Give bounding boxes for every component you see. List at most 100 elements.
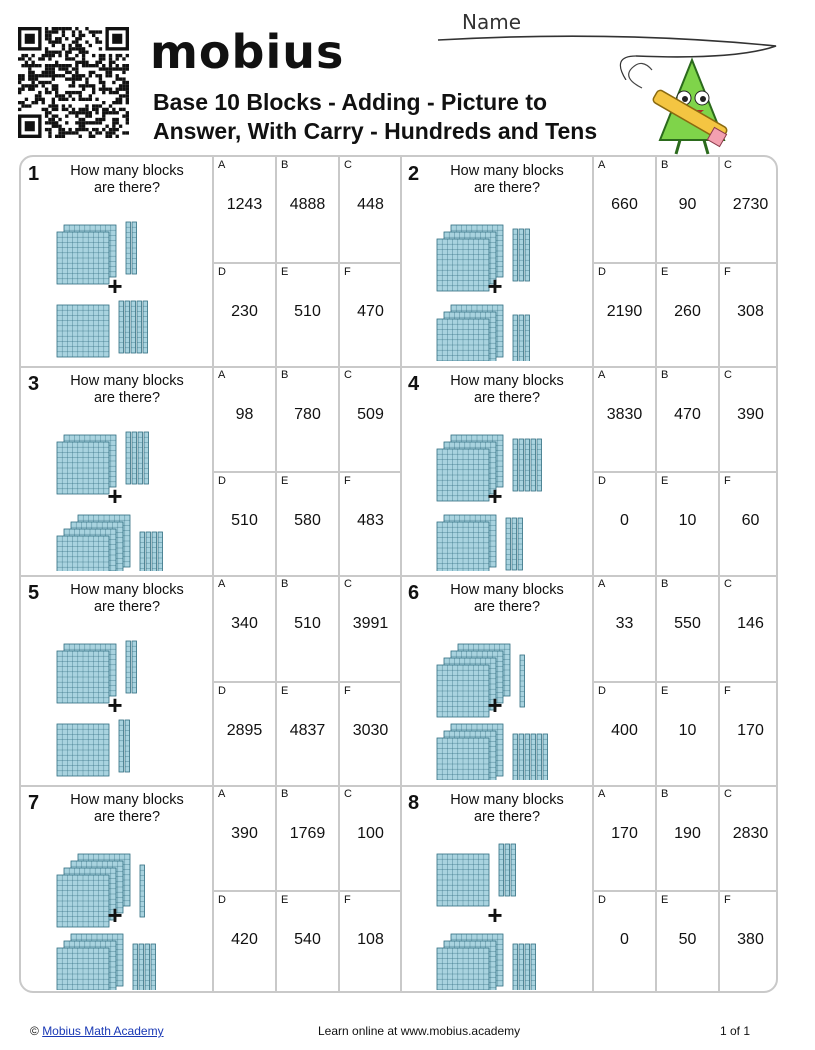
option-letter: C (724, 578, 732, 590)
base10-blocks-picture: + (436, 224, 530, 361)
question-prompt: How many blocks are there? (441, 582, 573, 616)
option-b[interactable]: B 510 (275, 576, 338, 681)
option-f[interactable]: F 170 (718, 680, 776, 785)
name-label: Name (462, 10, 522, 34)
option-b[interactable]: B 1769 (275, 785, 338, 890)
option-e[interactable]: E 540 (275, 890, 338, 991)
option-a[interactable]: A 3830 (592, 366, 655, 471)
option-b[interactable]: B 4888 (275, 157, 338, 262)
mobius-logo: mobius (150, 25, 345, 79)
title-line-2: Answer, With Carry - Hundreds and Tens (153, 118, 598, 144)
prompt-line-1: How many blocks (450, 791, 564, 808)
option-letter: E (661, 684, 669, 697)
prompt-line-1: How many blocks (450, 582, 564, 598)
option-value: 50 (678, 931, 697, 948)
option-letter: E (661, 894, 669, 906)
option-f[interactable]: F 483 (338, 471, 401, 576)
option-c[interactable]: C 146 (718, 576, 776, 681)
footer-page: 1 of 1 (720, 1024, 751, 1038)
option-b[interactable]: B 780 (275, 366, 338, 471)
option-e[interactable]: E 260 (655, 261, 718, 366)
option-letter: F (724, 265, 731, 278)
prompt-line-1: How many blocks (450, 163, 564, 179)
option-e[interactable]: E 4837 (275, 680, 338, 785)
option-letter: D (598, 475, 606, 487)
option-c[interactable]: C 2830 (718, 785, 776, 890)
option-value: 170 (611, 824, 638, 842)
option-d[interactable]: D 2895 (212, 680, 275, 785)
option-f[interactable]: F 108 (338, 890, 401, 991)
option-value: 108 (357, 931, 384, 948)
option-letter: E (281, 684, 289, 697)
option-b[interactable]: B 470 (655, 366, 718, 471)
tens-rod (536, 733, 542, 780)
option-d[interactable]: D 2190 (592, 261, 655, 366)
option-b[interactable]: B 550 (655, 576, 718, 681)
option-e[interactable]: E 510 (275, 261, 338, 366)
option-value: 3030 (352, 721, 389, 739)
tens-rod (151, 531, 157, 571)
question-prompt: How many blocks are there? (441, 792, 573, 826)
option-value: 90 (678, 196, 697, 213)
option-letter: B (661, 787, 669, 800)
question-prompt: How many blocks are there? (441, 163, 573, 197)
option-e[interactable]: E 50 (655, 890, 718, 991)
option-f[interactable]: F 3030 (338, 680, 401, 785)
option-a[interactable]: A 170 (592, 785, 655, 890)
question-prompt: How many blocks are there? (61, 582, 193, 616)
option-a[interactable]: A 98 (212, 366, 275, 471)
option-c[interactable]: C 509 (338, 366, 401, 471)
option-letter: C (724, 787, 732, 800)
option-letter: F (724, 684, 731, 697)
option-value: 3991 (352, 615, 389, 632)
option-letter: F (724, 475, 731, 487)
option-c[interactable]: C 2730 (718, 157, 776, 262)
plus-sign: + (107, 271, 122, 301)
option-f[interactable]: F 380 (718, 890, 776, 991)
option-value: 580 (294, 512, 321, 529)
option-f[interactable]: F 60 (718, 471, 776, 576)
option-c[interactable]: C 390 (718, 366, 776, 471)
prompt-line-2: are there? (93, 180, 161, 196)
option-b[interactable]: B 190 (655, 785, 718, 890)
option-e[interactable]: E 10 (655, 471, 718, 576)
mobius-academy-link[interactable]: Mobius Math Academy (42, 1024, 164, 1038)
option-letter: A (218, 578, 226, 590)
option-b[interactable]: B 90 (655, 157, 718, 262)
option-d[interactable]: D 510 (212, 471, 275, 576)
option-d[interactable]: D 230 (212, 261, 275, 366)
option-a[interactable]: A 340 (212, 576, 275, 681)
option-c[interactable]: C 3991 (338, 576, 401, 681)
option-e[interactable]: E 580 (275, 471, 338, 576)
option-value: 340 (231, 615, 258, 632)
option-letter: E (661, 475, 669, 487)
base10-blocks-picture: + (56, 853, 156, 990)
option-a[interactable]: A 33 (592, 576, 655, 681)
option-d[interactable]: D 420 (212, 890, 275, 991)
plus-sign: + (107, 900, 122, 930)
option-value: 146 (737, 615, 764, 632)
option-f[interactable]: F 308 (718, 261, 776, 366)
option-a[interactable]: A 660 (592, 157, 655, 262)
option-letter: D (218, 475, 226, 487)
option-letter: B (661, 368, 669, 381)
option-f[interactable]: F 470 (338, 261, 401, 366)
option-value: 510 (294, 302, 321, 320)
option-e[interactable]: E 10 (655, 680, 718, 785)
question-4: 4 How many blocks are there? + A 3830 B 470 C 390… (401, 366, 776, 577)
question-6: 6 How many blocks are there? + A 33 B 550 C 146 D 4… (401, 576, 776, 786)
question-prompt: How many blocks are there? (61, 792, 193, 826)
row-divider (21, 365, 776, 368)
option-value: 1769 (289, 824, 326, 842)
option-a[interactable]: A 390 (212, 785, 275, 890)
option-letter: F (344, 684, 351, 697)
base10-blocks-picture: + (56, 640, 137, 777)
option-a[interactable]: A 1243 (212, 157, 275, 262)
option-letter: B (281, 368, 289, 381)
option-c[interactable]: C 100 (338, 785, 401, 890)
option-c[interactable]: C 448 (338, 157, 401, 262)
option-d[interactable]: D 400 (592, 680, 655, 785)
option-letter: A (598, 159, 606, 171)
